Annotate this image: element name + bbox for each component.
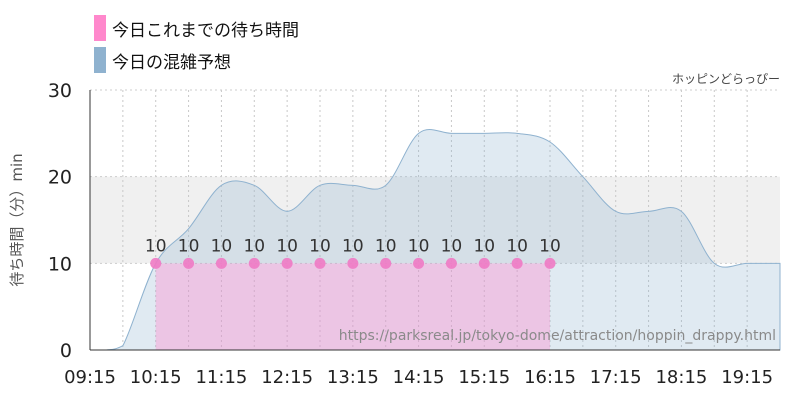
- legend-item-actual-wait[interactable]: 今日これまでの待ち時間: [94, 14, 299, 42]
- x-tick-label: 09:15: [64, 367, 116, 388]
- y-axis-title: 待ち時間（分）min: [8, 153, 26, 286]
- y-tick-label: 20: [48, 167, 72, 189]
- actual-wait-point: [215, 257, 227, 269]
- legend-swatch-forecast: [94, 47, 106, 73]
- x-tick-label: 15:15: [458, 367, 510, 388]
- actual-wait-point: [380, 257, 392, 269]
- y-tick-label: 30: [48, 80, 72, 102]
- x-tick-label: 19:15: [721, 367, 773, 388]
- y-tick-label: 10: [48, 253, 72, 275]
- legend-swatch-actual: [94, 15, 106, 41]
- actual-wait-value-label: 10: [178, 236, 200, 256]
- actual-wait-point: [544, 257, 556, 269]
- actual-wait-value-label: 10: [211, 236, 233, 256]
- actual-wait-value-label: 10: [243, 236, 265, 256]
- legend-label-forecast: 今日の混雑予想: [112, 52, 231, 73]
- actual-wait-value-label: 10: [408, 236, 430, 256]
- actual-wait-value-label: 10: [539, 236, 561, 256]
- legend: 今日これまでの待ち時間 今日の混雑予想: [94, 14, 299, 78]
- forecast-area: [90, 129, 781, 351]
- x-tick-label: 10:15: [130, 367, 182, 388]
- actual-wait-point: [150, 257, 162, 269]
- actual-wait-value-label: 10: [342, 236, 364, 256]
- legend-label-actual: 今日これまでの待ち時間: [112, 20, 299, 41]
- actual-wait-point: [314, 257, 326, 269]
- actual-wait-point: [445, 257, 457, 269]
- actual-wait-value-label: 10: [375, 236, 397, 256]
- x-tick-label: 12:15: [261, 367, 313, 388]
- actual-wait-value-label: 10: [506, 236, 528, 256]
- x-tick-label: 16:15: [524, 367, 576, 388]
- actual-wait-value-label: 10: [441, 236, 463, 256]
- actual-wait-point: [281, 257, 293, 269]
- attraction-name: ホッピンどらっぴー: [672, 72, 780, 86]
- x-tick-label: 18:15: [655, 367, 707, 388]
- shaded-band: [90, 176, 780, 264]
- actual-wait-point: [347, 257, 359, 269]
- actual-wait-point: [413, 257, 425, 269]
- actual-wait-value-label: 10: [473, 236, 495, 256]
- actual-wait-point: [511, 257, 523, 269]
- x-tick-label: 13:15: [327, 367, 379, 388]
- actual-wait-point: [478, 257, 490, 269]
- actual-wait-point: [183, 257, 195, 269]
- actual-wait-value-label: 10: [145, 236, 167, 256]
- y-tick-label: 0: [60, 340, 72, 362]
- x-tick-label: 11:15: [195, 367, 247, 388]
- actual-wait-area: [155, 263, 550, 350]
- watermark: https://parksreal.jp/tokyo-dome/attracti…: [339, 328, 776, 344]
- x-tick-label: 17:15: [590, 367, 642, 388]
- actual-wait-point: [248, 257, 260, 269]
- actual-wait-value-label: 10: [309, 236, 331, 256]
- legend-item-forecast[interactable]: 今日の混雑予想: [94, 46, 299, 74]
- actual-wait-value-label: 10: [276, 236, 298, 256]
- x-tick-label: 14:15: [393, 367, 445, 388]
